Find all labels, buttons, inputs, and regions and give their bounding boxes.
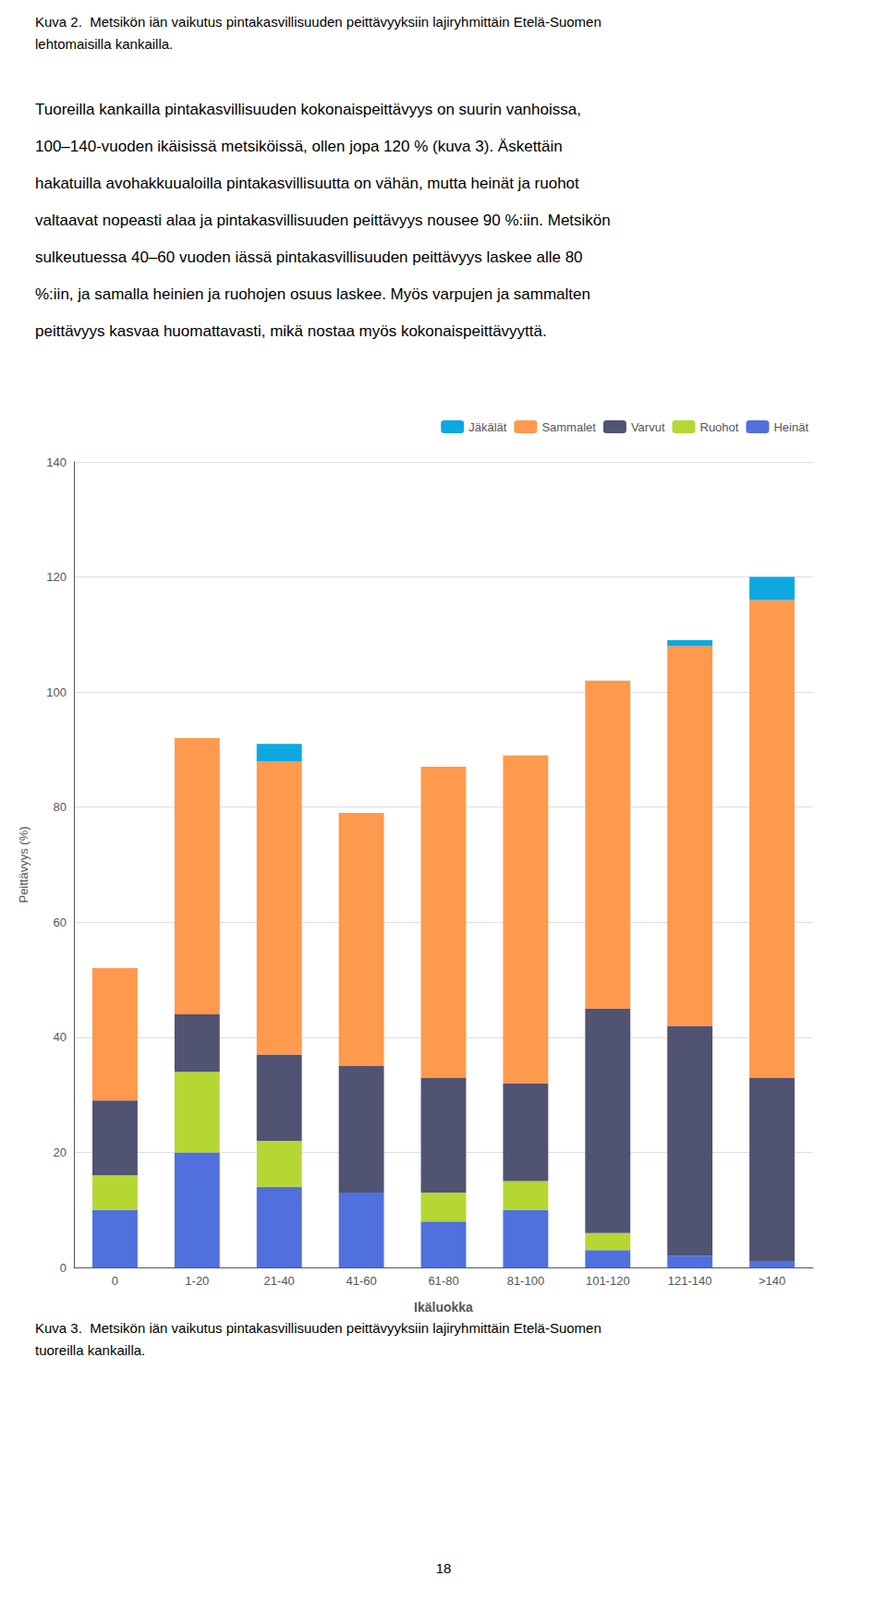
- svg-text:Kuva 2. Metsikön iän vaikutus: Kuva 2. Metsikön iän vaikutus pintakasvi…: [35, 13, 602, 30]
- svg-text:41-60: 41-60: [345, 1274, 377, 1288]
- svg-text:Peittävyys (%): Peittävyys (%): [16, 826, 31, 903]
- svg-text:>140: >140: [758, 1274, 786, 1288]
- svg-text:valtaavat nopeasti alaa ja pin: valtaavat nopeasti alaa ja pintakasvilli…: [35, 211, 611, 230]
- svg-text:Ruohot: Ruohot: [700, 420, 740, 435]
- svg-text:101-120: 101-120: [585, 1274, 631, 1288]
- svg-text:100–140-vuoden ikäisissä metsi: 100–140-vuoden ikäisissä metsiköissä, ol…: [35, 137, 563, 156]
- svg-text:Varvut: Varvut: [631, 420, 666, 435]
- svg-text:18: 18: [436, 1560, 452, 1577]
- svg-text:peittävyys kasvaa huomattavast: peittävyys kasvaa huomattavasti, mikä no…: [35, 322, 547, 341]
- svg-text:lehtomaisilla kankailla.: lehtomaisilla kankailla.: [35, 36, 173, 52]
- svg-text:Tuoreilla kankailla pintakasvi: Tuoreilla kankailla pintakasvillisuuden …: [35, 100, 582, 119]
- svg-text:100: 100: [46, 685, 67, 700]
- svg-text:81-100: 81-100: [507, 1274, 545, 1288]
- svg-text:Kuva 3. Metsikön iän vaikutus: Kuva 3. Metsikön iän vaikutus pintakasvi…: [35, 1320, 602, 1337]
- svg-text:0: 0: [60, 1261, 67, 1276]
- svg-text:140: 140: [46, 455, 67, 470]
- svg-text:1-20: 1-20: [184, 1274, 209, 1288]
- svg-text:21-40: 21-40: [264, 1274, 295, 1288]
- svg-text:80: 80: [53, 800, 67, 815]
- svg-text:120: 120: [46, 570, 67, 584]
- svg-text:Sammalet: Sammalet: [541, 420, 596, 435]
- svg-text:0: 0: [111, 1274, 119, 1288]
- svg-text:Ikäluokka: Ikäluokka: [413, 1300, 474, 1315]
- svg-text:40: 40: [53, 1030, 67, 1045]
- svg-text:sulkeutuessa 40–60 vuoden iäss: sulkeutuessa 40–60 vuoden iässä pintakas…: [35, 248, 584, 267]
- svg-text:hakatuilla avohakkuualoilla pi: hakatuilla avohakkuualoilla pintakasvill…: [35, 174, 580, 193]
- svg-text:tuoreilla kankailla.: tuoreilla kankailla.: [35, 1342, 146, 1359]
- svg-text:121-140: 121-140: [668, 1274, 713, 1288]
- svg-text:Jäkälät: Jäkälät: [468, 420, 508, 435]
- svg-text:20: 20: [53, 1145, 67, 1160]
- svg-text:60: 60: [53, 915, 67, 930]
- svg-text:%:iin, ja samalla heinien ja r: %:iin, ja samalla heinien ja ruohojen os…: [35, 285, 591, 304]
- svg-text:Heinät: Heinät: [773, 420, 809, 435]
- svg-text:61-80: 61-80: [427, 1274, 459, 1288]
